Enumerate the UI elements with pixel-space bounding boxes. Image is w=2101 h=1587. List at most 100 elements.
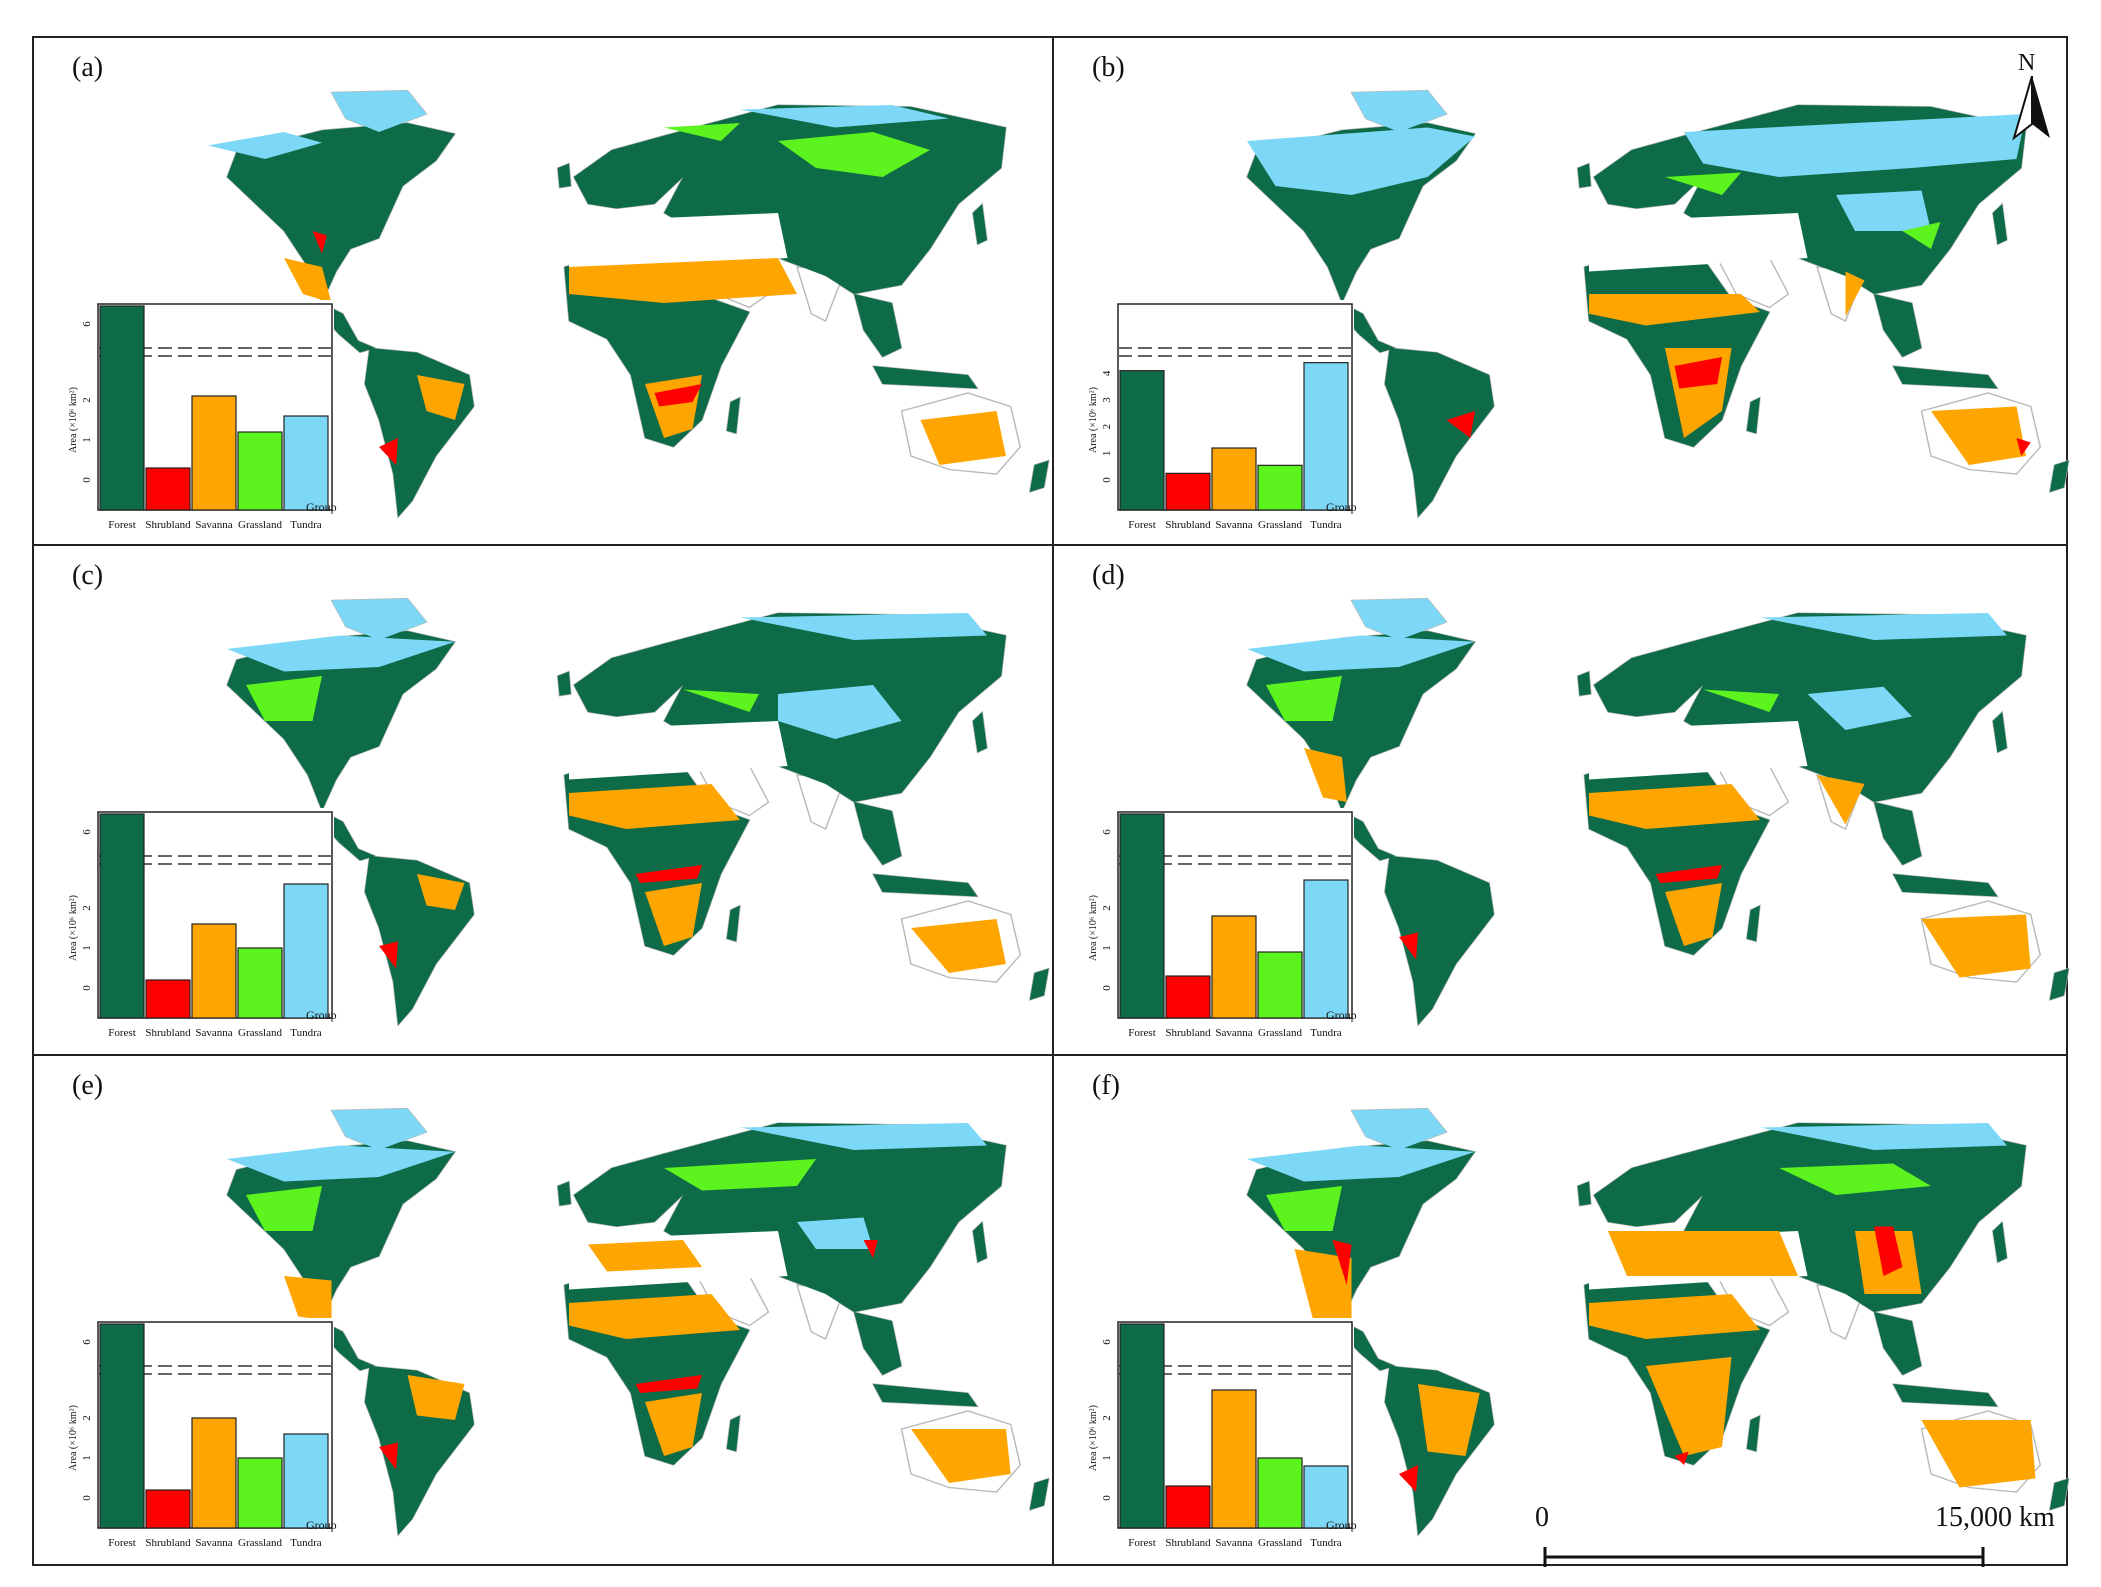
- bar-shrubland: [1165, 975, 1211, 1019]
- y-tick-label: 4: [1101, 370, 1113, 376]
- veg-savanna: [569, 258, 798, 303]
- veg-forest: [322, 303, 376, 353]
- veg-shrubland: [379, 941, 398, 969]
- desert-area: [1589, 213, 1808, 272]
- area-bar-chart: Forest Shrubland Savanna Grassland Tundra 0 1 2…: [64, 808, 334, 1043]
- area-bar-chart: Forest Shrubland Savanna Grassland Tundra 0 1 2…: [64, 300, 334, 535]
- vertical-divider: [1052, 36, 1054, 1566]
- veg-forest: [1746, 1415, 1760, 1452]
- veg-forest: [1342, 1321, 1396, 1371]
- veg-forest: [1029, 968, 1049, 1000]
- veg-forest: [1874, 294, 1922, 357]
- veg-tundra: [797, 1217, 874, 1249]
- veg-forest: [1593, 135, 1722, 209]
- scale-bar-line: [1543, 1547, 1985, 1567]
- veg-savanna: [1589, 1294, 1760, 1339]
- veg-forest: [1384, 348, 1494, 518]
- veg-tundra: [1247, 1145, 1475, 1182]
- veg-forest: [322, 811, 376, 861]
- x-tick-label: Tundra: [1310, 1027, 1341, 1039]
- horizontal-divider-1: [32, 544, 2068, 546]
- horizontal-divider-2: [32, 1054, 2068, 1056]
- bar-shrubland: [145, 1489, 191, 1529]
- x-tick-label: Grassland: [1258, 1027, 1302, 1039]
- veg-tundra: [1760, 613, 2007, 640]
- y-tick-label: 2: [81, 905, 93, 911]
- veg-forest: [1593, 643, 1722, 717]
- bar-tundra: [1303, 362, 1349, 511]
- x-tick-label: Tundra: [290, 1537, 321, 1549]
- scale-start-label: 0: [1535, 1502, 1549, 1533]
- veg-forest: [854, 1312, 902, 1375]
- x-tick-label: Grassland: [238, 1537, 282, 1549]
- x-axis-label: Group: [1326, 1008, 1357, 1022]
- y-tick-label: 3: [1101, 397, 1113, 403]
- x-tick-label: Savanna: [1215, 1537, 1252, 1549]
- veg-shrubland: [1399, 1465, 1418, 1492]
- scale-end-label: 15,000 km: [1935, 1502, 2055, 1533]
- veg-savanna: [1845, 271, 1865, 317]
- veg-forest: [726, 1415, 741, 1452]
- veg-forest: [1342, 303, 1396, 353]
- y-tick-label: 6: [1101, 829, 1113, 835]
- veg-shrubland: [1332, 1240, 1352, 1285]
- veg-forest: [1893, 874, 1998, 897]
- veg-tundra: [1836, 190, 1931, 231]
- bar-grassland: [237, 431, 283, 511]
- map-panel-c: (c) Forest Shrubland Savanna Grassland Tundra…: [34, 546, 1050, 1054]
- veg-forest: [557, 163, 571, 188]
- veg-forest: [1992, 712, 2007, 753]
- y-tick-label: 2: [81, 397, 93, 403]
- veg-forest: [1746, 397, 1760, 434]
- y-tick-label: 1: [1101, 1455, 1113, 1461]
- veg-shrubland: [654, 384, 702, 407]
- y-tick-label: 6: [81, 829, 93, 835]
- veg-grassland: [1779, 1163, 1931, 1195]
- veg-grassland: [1266, 1186, 1342, 1231]
- bar-forest: [1119, 813, 1165, 1019]
- veg-shrubland: [1446, 411, 1475, 438]
- veg-shrubland: [1399, 932, 1418, 960]
- area-bar-chart: Forest Shrubland Savanna Grassland Tundra 0 1 2…: [1084, 808, 1354, 1043]
- veg-tundra: [331, 1108, 427, 1150]
- veg-tundra: [740, 105, 950, 128]
- veg-forest: [1247, 1141, 1475, 1321]
- north-label: N: [2018, 50, 2036, 76]
- veg-forest: [1746, 905, 1760, 942]
- bar-grassland: [237, 947, 283, 1019]
- bar-forest: [1119, 370, 1165, 511]
- x-tick-label: Savanna: [195, 519, 232, 531]
- veg-tundra: [778, 685, 902, 739]
- x-tick-label: Forest: [108, 1027, 136, 1039]
- x-tick-label: Savanna: [195, 1027, 232, 1039]
- bar-tundra: [1303, 1465, 1349, 1529]
- y-tick-label: 2: [1101, 424, 1113, 430]
- veg-shrubland: [635, 865, 702, 883]
- veg-shrubland: [863, 1240, 878, 1258]
- veg-forest: [1893, 366, 1998, 389]
- x-tick-label: Savanna: [195, 1537, 232, 1549]
- x-tick-label: Savanna: [1215, 1027, 1252, 1039]
- panel-label: (b): [1092, 52, 1125, 83]
- x-tick-label: Shrubland: [1165, 519, 1211, 531]
- world-map: [208, 89, 1050, 519]
- x-tick-label: Forest: [108, 1537, 136, 1549]
- y-axis-label: Area (×10⁶ km²): [1088, 895, 1099, 961]
- veg-forest: [726, 397, 741, 434]
- veg-savanna: [417, 375, 465, 420]
- bar-savanna: [1211, 447, 1257, 511]
- veg-tundra: [1760, 1123, 2007, 1150]
- x-tick-label: Shrubland: [145, 1027, 191, 1039]
- veg-savanna: [569, 1294, 741, 1339]
- veg-tundra: [1247, 635, 1475, 672]
- x-tick-label: Forest: [1128, 1537, 1156, 1549]
- bar-forest: [99, 813, 145, 1019]
- veg-forest: [1992, 204, 2007, 245]
- veg-savanna: [284, 258, 332, 303]
- veg-grassland: [778, 132, 931, 177]
- veg-forest: [854, 294, 902, 357]
- panel-label: (a): [72, 52, 104, 83]
- x-tick-label: Tundra: [1310, 1537, 1341, 1549]
- bar-shrubland: [145, 467, 191, 511]
- bar-forest: [99, 1323, 145, 1529]
